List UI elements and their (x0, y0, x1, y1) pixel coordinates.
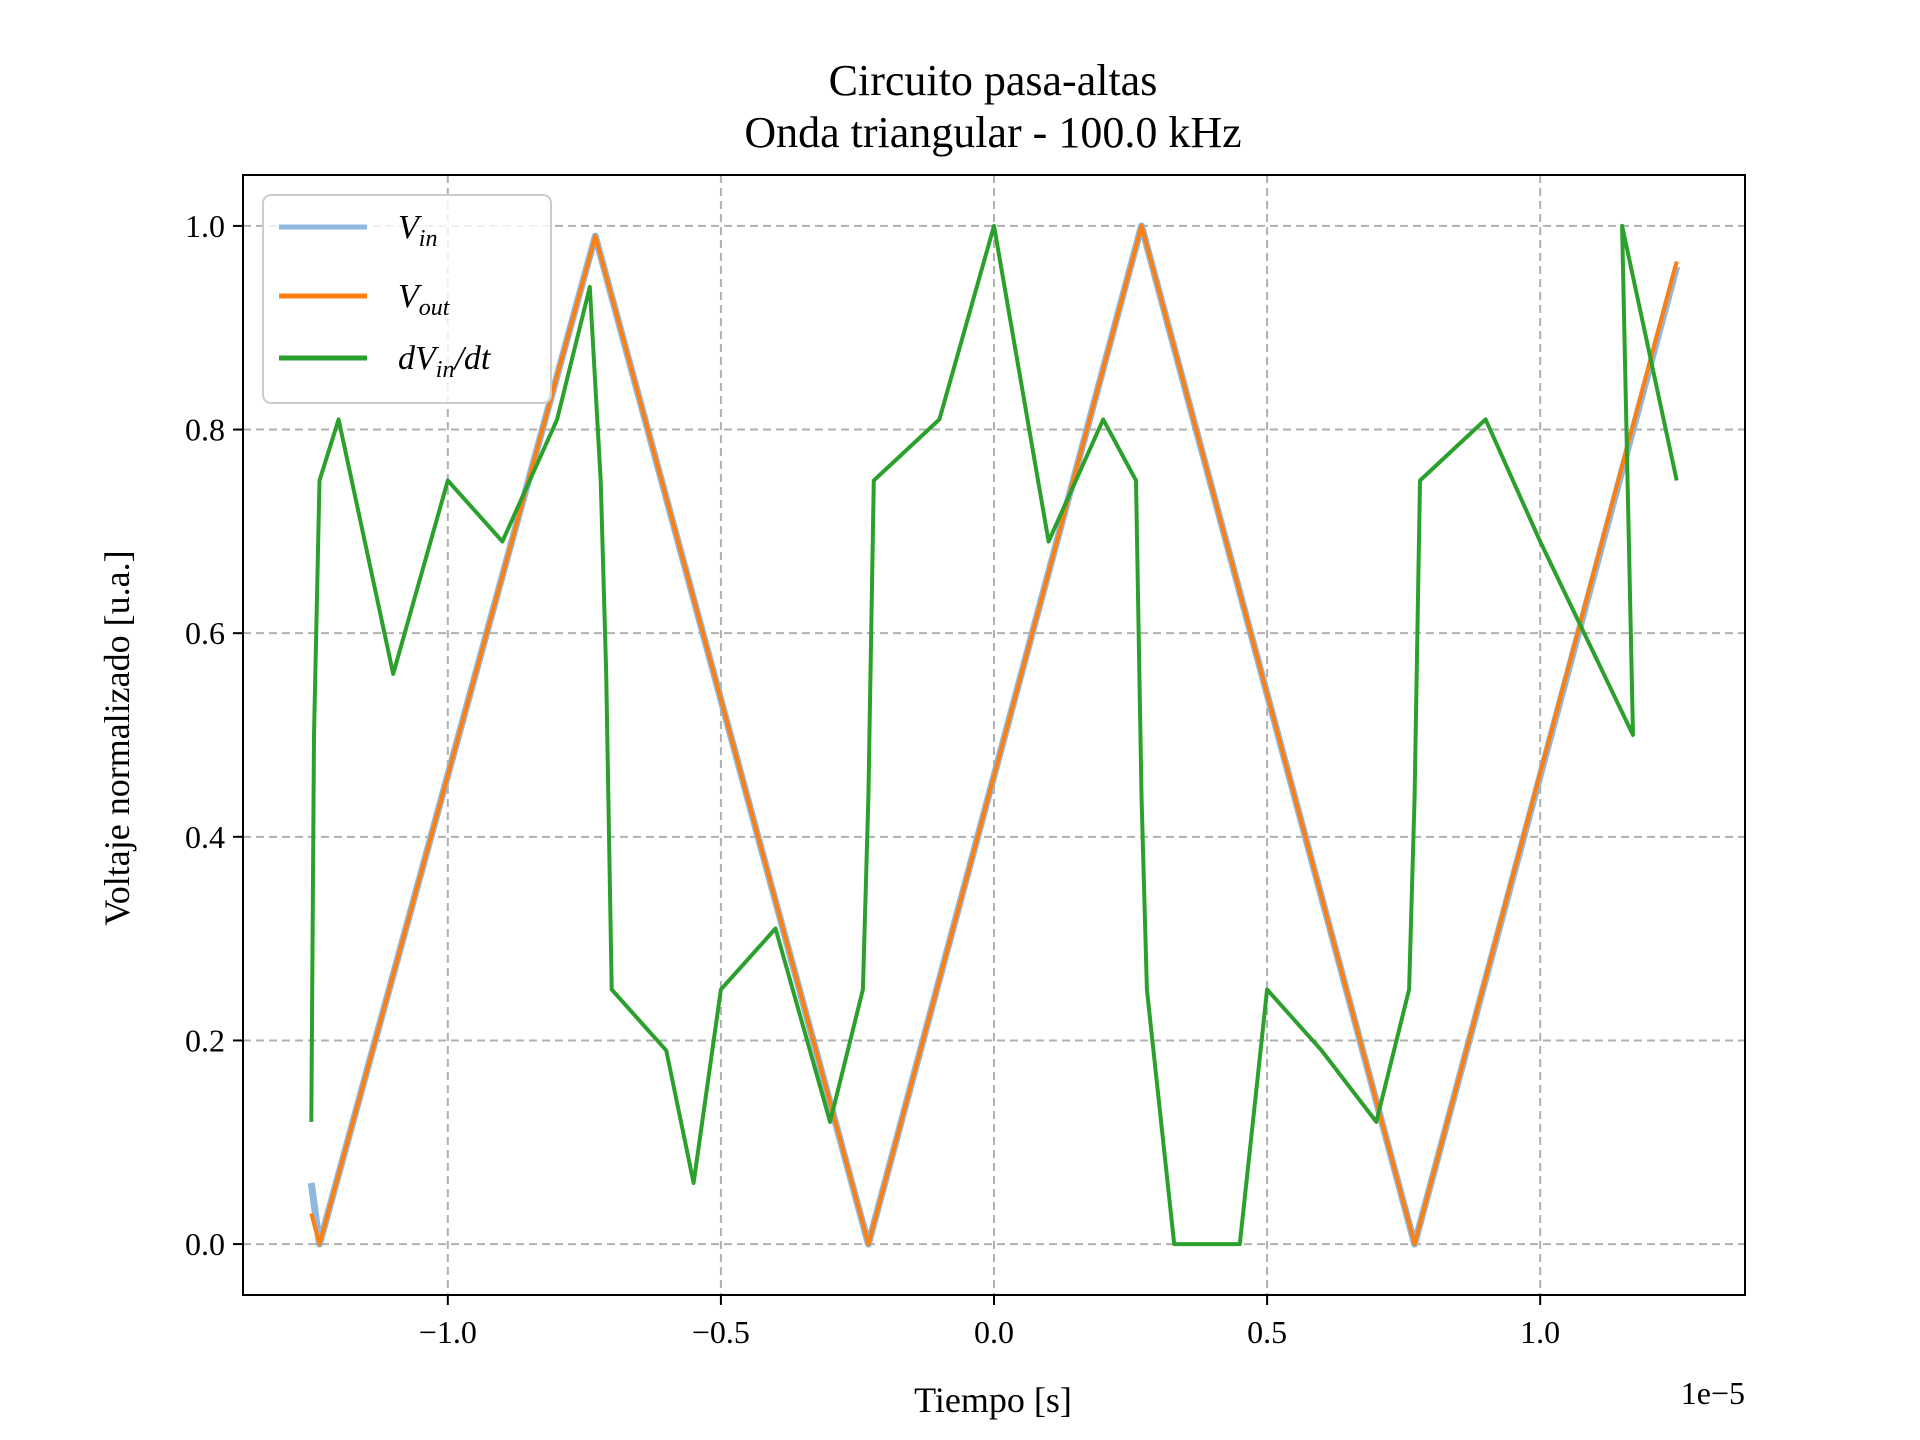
y-axis-label: Voltaje normalizado [u.a.] (97, 550, 137, 925)
y-tick-label: 0.4 (185, 819, 225, 855)
chart-title-line1: Circuito pasa-altas (829, 56, 1158, 105)
legend: Vin Vout dVin/dt (262, 194, 552, 404)
plot-area (307, 222, 1681, 1248)
x-axis-offset-label: 1e−5 (1681, 1375, 1745, 1411)
x-tick-label: 1.0 (1520, 1314, 1560, 1350)
chart-title-line2: Onda triangular - 100.0 kHz (744, 108, 1241, 157)
grid (243, 175, 1745, 1295)
series-vout-line (309, 223, 1679, 1247)
x-tick-label: −0.5 (692, 1314, 750, 1350)
legend-label-vout: Vout (398, 278, 451, 321)
legend-box (262, 194, 552, 404)
y-tick-label: 0.6 (185, 615, 225, 651)
legend-label-dvin-dt: dVin/dt (398, 340, 492, 383)
y-tick-label: 0.8 (185, 412, 225, 448)
chart-title: Circuito pasa-altas Onda triangular - 10… (744, 56, 1241, 157)
y-tick-label: 0.2 (185, 1022, 225, 1058)
y-axis-ticks: 0.0 0.2 0.4 0.6 0.8 1.0 (185, 208, 243, 1262)
x-tick-label: 0.0 (974, 1314, 1014, 1350)
x-axis-ticks: −1.0 −0.5 0.0 0.5 1.0 (419, 1295, 1560, 1350)
y-tick-label: 1.0 (185, 208, 225, 244)
x-axis-label: Tiempo [s] (914, 1380, 1072, 1420)
x-tick-label: 0.5 (1247, 1314, 1287, 1350)
series-dvin-dt-line (309, 223, 1679, 1247)
x-tick-label: −1.0 (419, 1314, 477, 1350)
y-tick-label: 0.0 (185, 1226, 225, 1262)
